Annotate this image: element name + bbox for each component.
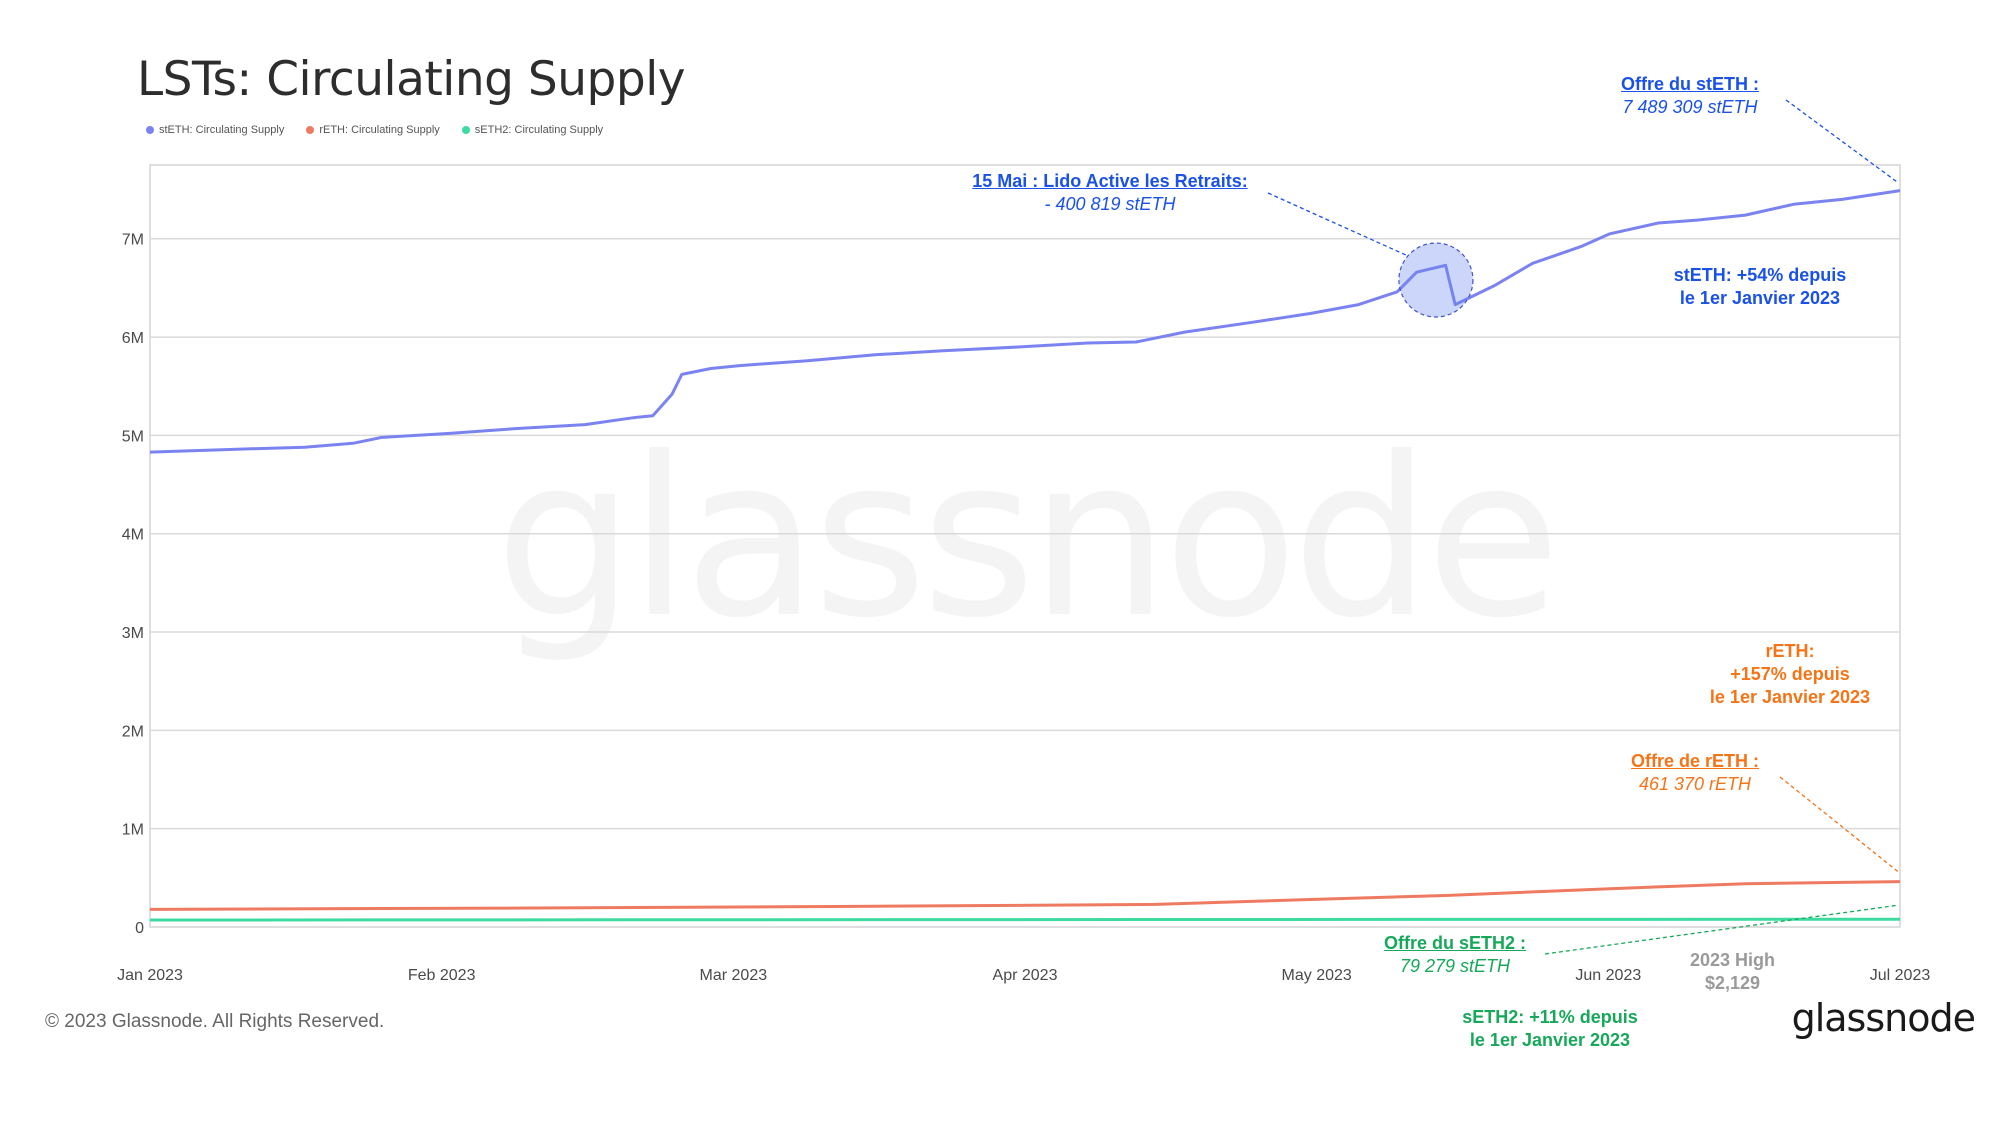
- leader-line-steth-supply: [1785, 99, 1899, 184]
- leader-line-lido: [1267, 192, 1407, 256]
- annotation-2023-high-line1: 2023 High: [1690, 950, 1776, 970]
- annotation-seth2-supply-value: 79 279 stETH: [1399, 956, 1511, 976]
- leader-line-seth2-supply: [1544, 904, 1899, 955]
- annotation-reth-growth-line2: +157% depuis: [1730, 664, 1850, 684]
- brand-logo[interactable]: glassnode: [1791, 996, 1976, 1040]
- legend-item-reth[interactable]: rETH: Circulating Supply: [306, 124, 440, 136]
- annotation-steth-supply-head: Offre du stETH :: [1621, 74, 1759, 94]
- annotation-seth2-supply: Offre du sETH2 : 79 279 stETH: [1345, 932, 1565, 978]
- copyright-footer: © 2023 Glassnode. All Rights Reserved.: [45, 1011, 385, 1032]
- x-tick-label: May 2023: [1282, 967, 1352, 984]
- legend-swatch-steth: [146, 126, 154, 134]
- annotation-2023-high-line2: $2,129: [1704, 973, 1761, 993]
- legend-swatch-reth: [306, 126, 315, 134]
- annotation-seth2-growth-line1: sETH2: +11% depuis: [1462, 1007, 1638, 1027]
- x-tick-label: Feb 2023: [408, 967, 476, 984]
- annotation-steth-growth-line1: stETH: +54% depuis: [1673, 265, 1847, 285]
- annotation-reth-supply-head: Offre de rETH :: [1630, 751, 1759, 771]
- x-tick-label: Jan 2023: [117, 967, 183, 984]
- annotation-steth-supply: Offre du stETH : 7 489 309 stETH: [1580, 73, 1800, 119]
- x-tick-label: Jul 2023: [1870, 967, 1931, 984]
- legend-label-reth: rETH: Circulating Supply: [319, 124, 440, 136]
- annotation-seth2-growth-line2: le 1er Janvier 2023: [1469, 1030, 1631, 1050]
- y-tick-label: 1M: [122, 822, 144, 839]
- legend-item-steth[interactable]: stETH: Circulating Supply: [146, 124, 284, 136]
- legend-item-seth2[interactable]: sETH2: Circulating Supply: [461, 124, 604, 136]
- annotation-reth-supply: Offre de rETH : 461 370 rETH: [1580, 750, 1810, 796]
- series-line-steth: [149, 189, 1901, 454]
- series-line-reth: [149, 880, 1901, 911]
- annotation-reth-supply-value: 461 370 rETH: [1638, 774, 1752, 794]
- x-tick-label: Apr 2023: [993, 967, 1058, 984]
- y-tick-label: 4M: [122, 527, 144, 544]
- y-tick-label: 3M: [122, 625, 144, 642]
- x-tick-label: Mar 2023: [700, 967, 768, 984]
- annotation-reth-growth-line1: rETH:: [1765, 641, 1815, 661]
- series-line-seth2: [149, 917, 1901, 922]
- legend-label-steth: stETH: Circulating Supply: [159, 124, 285, 136]
- annotation-lido-value: - 400 819 stETH: [1044, 194, 1176, 214]
- y-tick-label: 2M: [122, 723, 144, 740]
- annotation-reth-growth: rETH: +157% depuis le 1er Janvier 2023: [1650, 640, 1930, 709]
- annotation-2023-high: 2023 High $2,129: [1690, 949, 1775, 995]
- legend: stETH: Circulating Supply rETH: Circulat…: [146, 124, 603, 136]
- annotation-seth2-growth: sETH2: +11% depuis le 1er Janvier 2023: [1410, 1006, 1690, 1052]
- annotation-reth-growth-line3: le 1er Janvier 2023: [1709, 687, 1871, 707]
- annotation-lido-head: 15 Mai : Lido Active les Retraits:: [972, 171, 1248, 191]
- chart-title: LSTs: Circulating Supply: [137, 52, 686, 107]
- y-tick-label: 5M: [122, 428, 144, 445]
- legend-swatch-seth2: [461, 126, 470, 134]
- annotation-lido-withdrawals: 15 Mai : Lido Active les Retraits: - 400…: [930, 170, 1290, 216]
- leader-line-reth-supply: [1779, 776, 1899, 873]
- annotation-steth-growth-line2: le 1er Janvier 2023: [1679, 288, 1841, 308]
- y-tick-label: 6M: [122, 330, 144, 347]
- withdrawal-highlight-circle: [1398, 242, 1474, 318]
- y-tick-label: 0: [135, 920, 144, 937]
- annotation-steth-supply-value: 7 489 309 stETH: [1622, 97, 1758, 117]
- x-tick-label: Jun 2023: [1575, 967, 1641, 984]
- legend-label-seth2: sETH2: Circulating Supply: [474, 124, 604, 136]
- watermark-logo: glassnode: [495, 410, 1561, 666]
- annotation-steth-growth: stETH: +54% depuis le 1er Janvier 2023: [1620, 264, 1900, 310]
- y-tick-label: 7M: [122, 232, 144, 249]
- annotation-seth2-supply-head: Offre du sETH2 :: [1383, 933, 1526, 953]
